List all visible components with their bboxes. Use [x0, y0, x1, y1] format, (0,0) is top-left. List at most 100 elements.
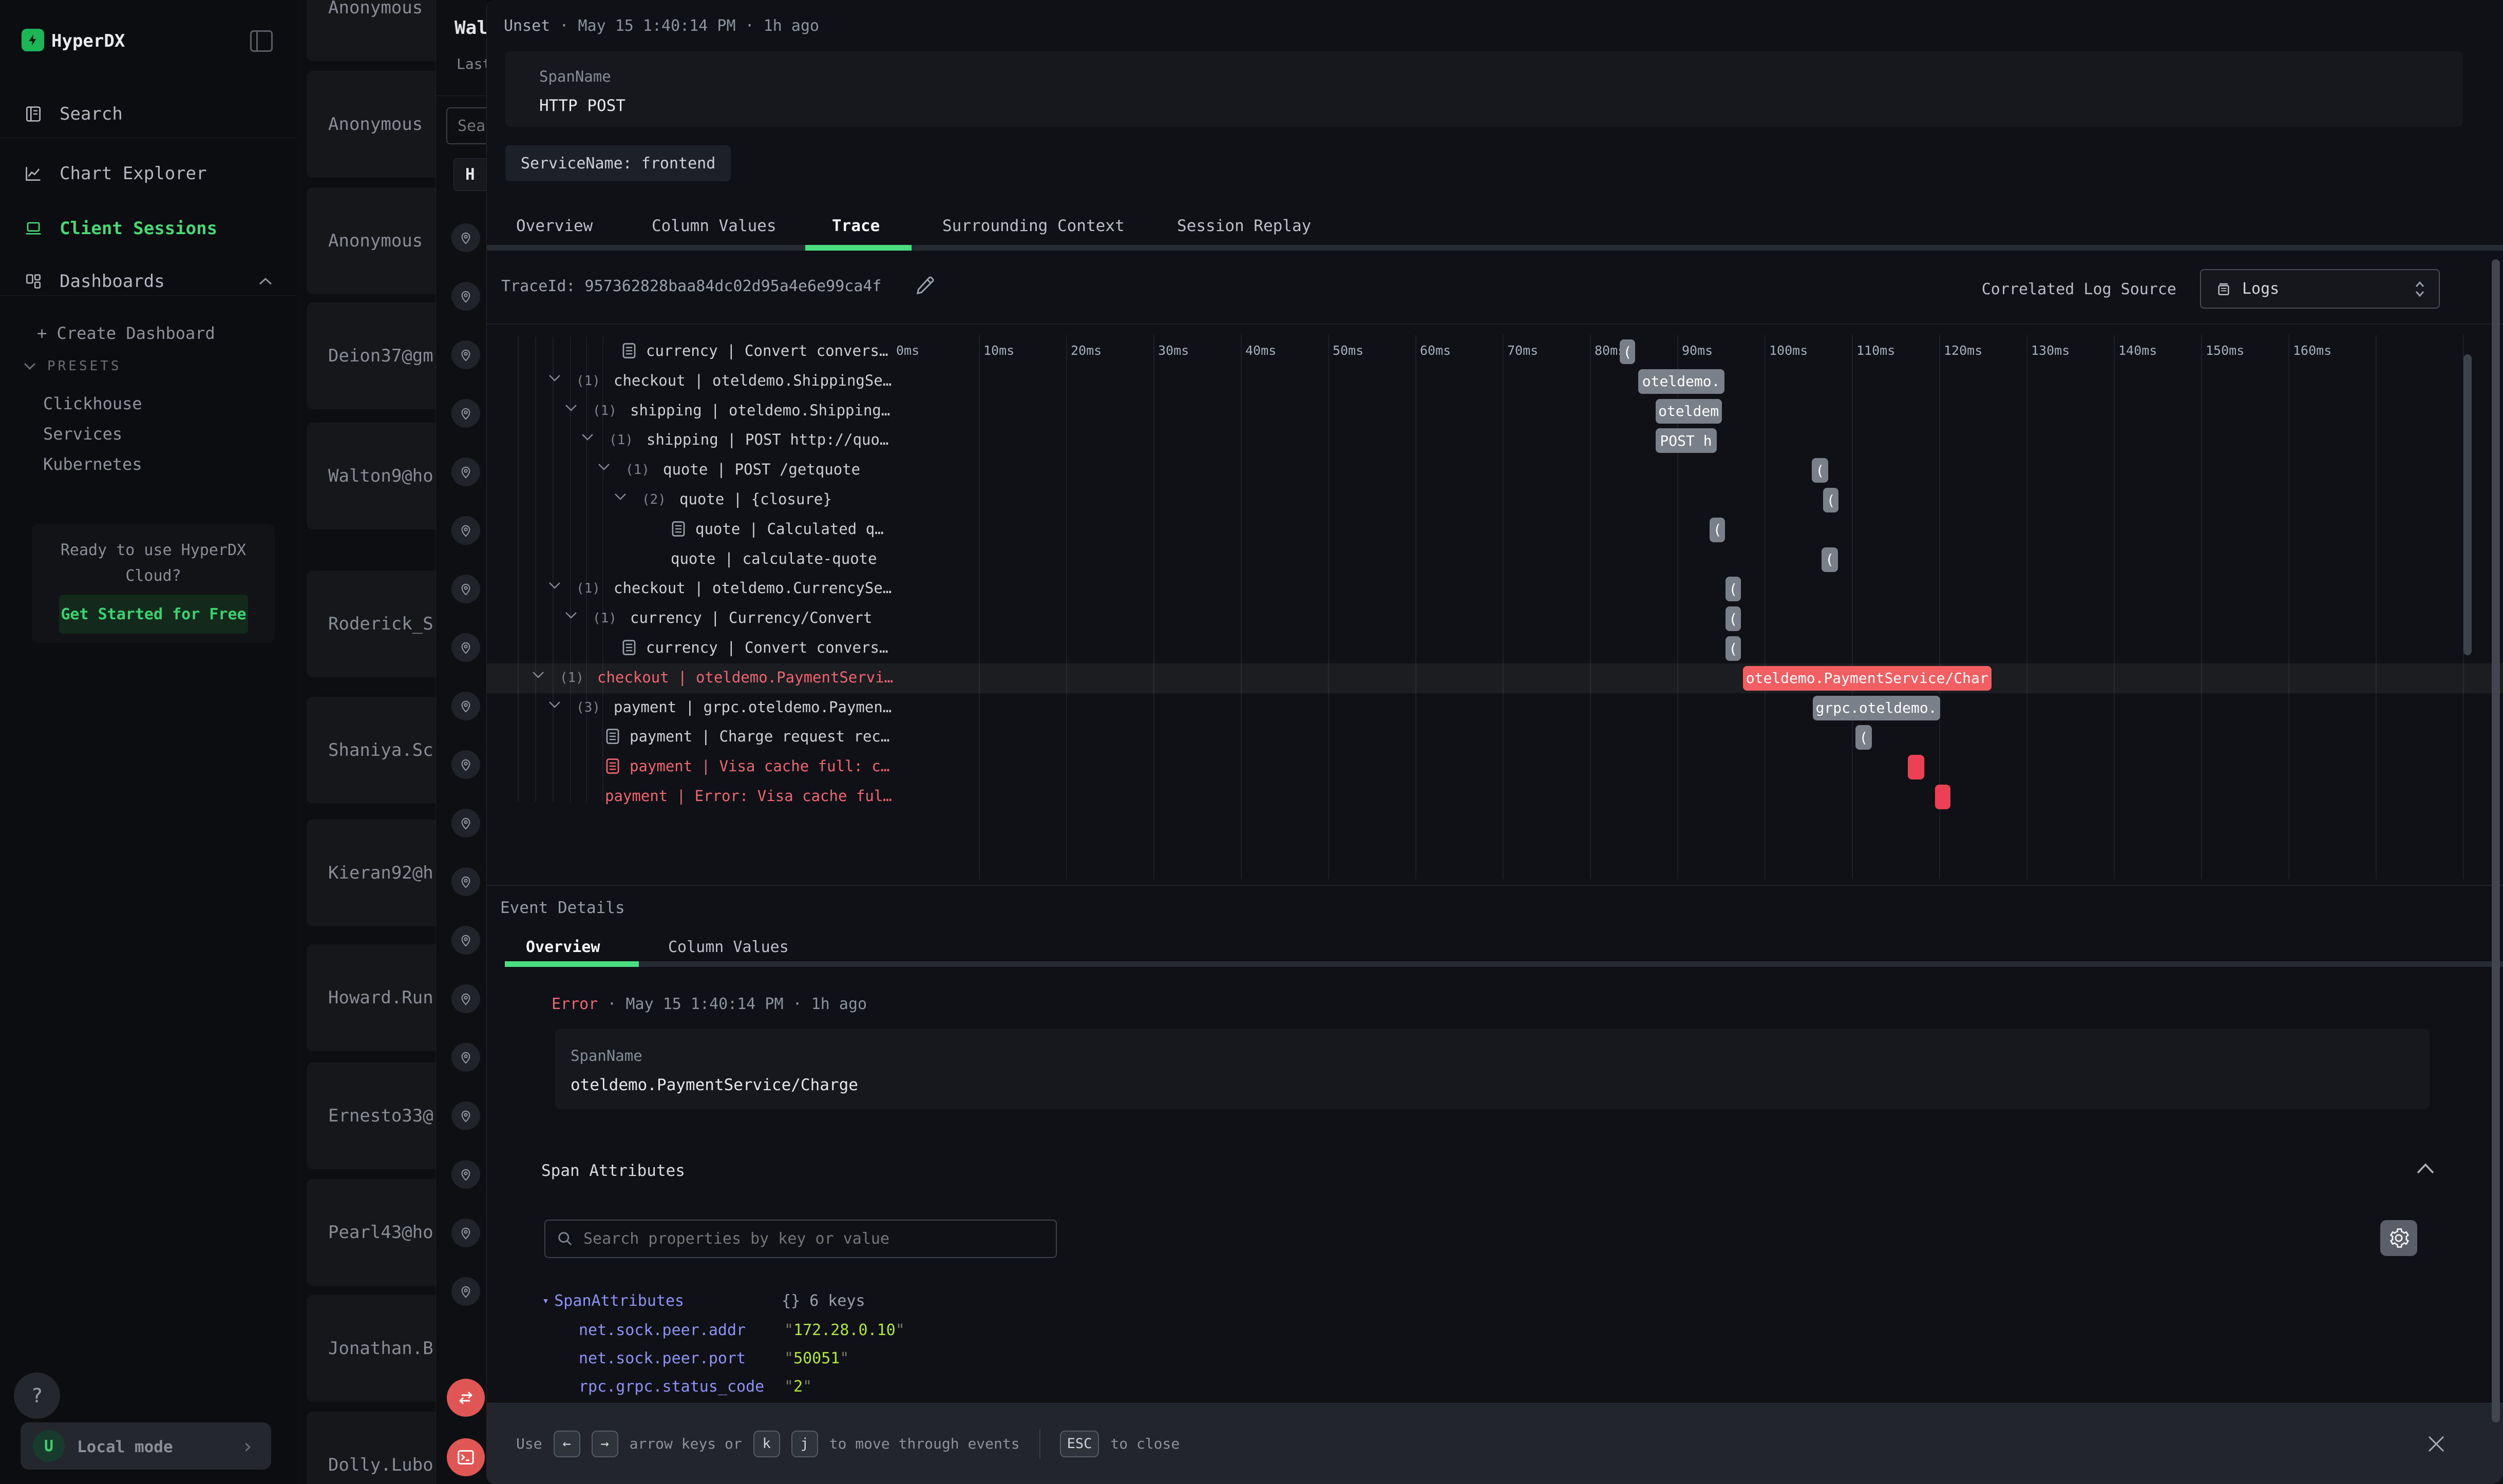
session-search-input[interactable] — [446, 107, 487, 144]
collapse-section-icon[interactable] — [2414, 1159, 2437, 1178]
session-detail-button[interactable]: H — [453, 158, 487, 191]
log-source-select[interactable]: Logs — [2200, 269, 2440, 309]
trace-tree-row[interactable]: checkout | oteldemo.ShippingSe… — [614, 372, 892, 389]
preset-item-kubernetes[interactable]: Kubernetes — [43, 451, 259, 478]
span-duration-bar[interactable]: ( — [1620, 339, 1636, 364]
tab-column-values[interactable]: Column Values — [652, 210, 776, 242]
presets-header[interactable]: PRESETS — [24, 358, 122, 374]
location-pin-event[interactable] — [451, 458, 480, 486]
error-event[interactable] — [447, 1438, 485, 1476]
trace-tree-row[interactable]: checkout | oteldemo.PaymentServi… — [597, 669, 893, 686]
local-mode-menu[interactable]: U Local mode › — [21, 1422, 271, 1470]
trace-tree-row[interactable]: payment | Visa cache full: c… — [630, 757, 889, 775]
create-dashboard-button[interactable]: + Create Dashboard — [37, 324, 215, 343]
span-duration-bar[interactable]: ( — [1710, 518, 1725, 542]
session-list-item[interactable]: Pearl43@ho — [307, 1179, 435, 1286]
trace-tree-row[interactable]: quote | Calculated q… — [695, 520, 884, 538]
attribute-row[interactable]: net.sock.peer.port"50051" — [579, 1345, 2428, 1371]
sidebar-item-dashboards[interactable]: Dashboards — [0, 263, 297, 299]
tree-chevron-down-icon[interactable] — [548, 581, 561, 589]
trace-tree-row[interactable]: quote | POST /getquote — [663, 461, 860, 478]
location-pin-event[interactable] — [451, 340, 480, 369]
location-pin-event[interactable] — [451, 750, 480, 779]
span-duration-bar[interactable]: ( — [1725, 606, 1741, 631]
trace-tree-row[interactable]: shipping | POST http://quo… — [647, 431, 888, 448]
help-button[interactable]: ? — [14, 1373, 60, 1419]
trace-tree-row[interactable]: payment | Charge request rec… — [630, 728, 889, 745]
location-pin-event[interactable] — [451, 1160, 480, 1189]
span-duration-bar[interactable]: ( — [1822, 547, 1838, 572]
location-pin-event[interactable] — [451, 809, 480, 838]
span-duration-bar[interactable]: ( — [1855, 725, 1872, 750]
trace-tree-row[interactable]: payment | grpc.oteldemo.Paymen… — [614, 698, 892, 716]
event-tab-overview[interactable]: Overview — [526, 931, 600, 962]
session-list-item[interactable]: Anonymous — [307, 71, 435, 178]
edit-icon[interactable] — [913, 274, 937, 298]
trace-tree-row[interactable]: shipping | oteldemo.Shipping… — [630, 402, 890, 419]
session-list-item[interactable]: Dolly.Lubo — [307, 1412, 435, 1484]
span-duration-bar[interactable]: POST h — [1656, 428, 1717, 453]
span-duration-bar[interactable]: ( — [1823, 488, 1839, 512]
span-duration-bar[interactable]: ( — [1725, 577, 1741, 601]
service-name-chip[interactable]: ServiceName: frontend — [505, 145, 731, 181]
trace-tree-row[interactable]: currency | Convert convers… — [646, 639, 888, 656]
tree-chevron-down-icon[interactable] — [548, 374, 561, 382]
tree-chevron-down-icon[interactable] — [581, 433, 594, 441]
tab-overview[interactable]: Overview — [516, 210, 593, 242]
location-pin-event[interactable] — [451, 1219, 480, 1247]
error-event[interactable] — [447, 1379, 485, 1417]
session-list-item[interactable]: Roderick_S — [307, 570, 435, 677]
sidebar-item-search[interactable]: Search — [0, 96, 297, 132]
attribute-row[interactable]: net.sock.peer.addr"172.28.0.10" — [579, 1317, 2428, 1343]
attributes-search-input[interactable] — [544, 1220, 1057, 1258]
location-pin-event[interactable] — [451, 633, 480, 662]
session-list-item[interactable]: Shaniya.Sc — [307, 697, 435, 804]
preset-item-clickhouse[interactable]: Clickhouse — [43, 390, 259, 417]
trace-tree-row[interactable]: checkout | oteldemo.CurrencySe… — [614, 579, 892, 597]
tree-chevron-down-icon[interactable] — [532, 671, 545, 679]
tree-chevron-down-icon[interactable] — [564, 611, 578, 619]
session-list-item[interactable]: Kieran92@h — [307, 820, 435, 926]
waterfall-scrollbar[interactable] — [2463, 354, 2472, 655]
location-pin-event[interactable] — [451, 1101, 480, 1130]
location-pin-event[interactable] — [451, 223, 480, 252]
location-pin-event[interactable] — [451, 984, 480, 1013]
trace-tree-row[interactable]: payment | Error: Visa cache ful… — [605, 787, 892, 805]
tab-session-replay[interactable]: Session Replay — [1177, 210, 1311, 242]
trace-tree-row[interactable]: currency | Currency/Convert — [630, 609, 872, 626]
span-duration-bar[interactable]: grpc.oteldemo. — [1813, 696, 1940, 720]
preset-item-services[interactable]: Services — [43, 421, 259, 447]
tree-chevron-down-icon[interactable] — [548, 700, 561, 709]
attributes-root-row[interactable]: ▾SpanAttributes{}6 keys — [542, 1288, 865, 1314]
session-list-item[interactable]: Ernesto33@ — [307, 1062, 435, 1169]
span-duration-bar[interactable]: oteldemo.PaymentService/Char — [1743, 666, 1992, 691]
location-pin-event[interactable] — [451, 867, 480, 896]
sidebar-collapse-icon[interactable] — [250, 30, 273, 52]
location-pin-event[interactable] — [451, 399, 480, 428]
location-pin-event[interactable] — [451, 1043, 480, 1072]
span-duration-bar[interactable] — [1935, 785, 1951, 809]
tab-surrounding-context[interactable]: Surrounding Context — [942, 210, 1125, 242]
session-list-item[interactable]: Anonymous — [307, 0, 435, 61]
location-pin-event[interactable] — [451, 575, 480, 603]
sidebar-item-client-sessions[interactable]: Client Sessions — [0, 211, 297, 246]
trace-tree-row[interactable]: currency | Convert convers… — [646, 342, 888, 359]
sidebar-item-chart-explorer[interactable]: Chart Explorer — [0, 156, 297, 192]
span-duration-bar[interactable]: ( — [1812, 458, 1828, 483]
trace-tree-row[interactable]: quote | calculate-quote — [671, 550, 877, 567]
location-pin-event[interactable] — [451, 516, 480, 545]
location-pin-event[interactable] — [451, 282, 480, 311]
trace-tree-row[interactable]: quote | {closure} — [679, 490, 832, 508]
span-duration-bar[interactable]: ( — [1725, 636, 1741, 661]
close-icon[interactable] — [2424, 1432, 2449, 1456]
span-duration-bar[interactable]: oteldemo. — [1638, 369, 1724, 394]
location-pin-event[interactable] — [451, 692, 480, 720]
session-list-item[interactable]: Walton9@ho — [307, 423, 435, 529]
location-pin-event[interactable] — [451, 1277, 480, 1306]
get-started-button[interactable]: Get Started for Free — [59, 595, 248, 634]
span-duration-bar[interactable]: oteldem — [1656, 399, 1722, 424]
tree-chevron-down-icon[interactable] — [597, 463, 611, 471]
tab-trace[interactable]: Trace — [832, 210, 880, 242]
session-list-item[interactable]: Deion37@gm — [307, 302, 435, 409]
event-tab-column-values[interactable]: Column Values — [668, 931, 789, 962]
